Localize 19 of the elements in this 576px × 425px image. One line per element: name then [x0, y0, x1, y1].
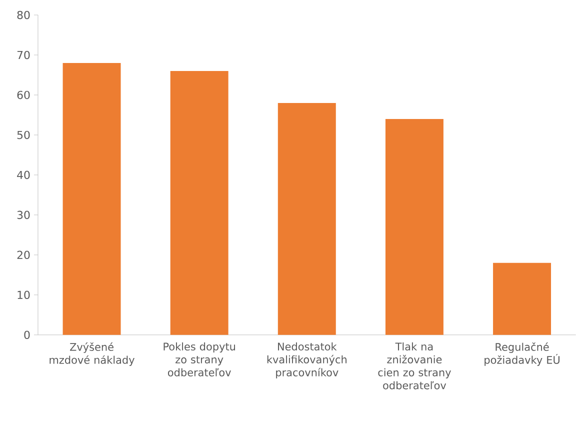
y-tick-label: 20	[17, 250, 30, 260]
y-tick-label: 40	[17, 170, 30, 180]
x-tick-label: Tlak na znižovanie cien zo strany odberateľov	[378, 342, 451, 390]
x-tick-label: Pokles dopytu zo strany odberateľov	[164, 342, 235, 376]
bar	[385, 119, 444, 335]
y-tick-label: 10	[18, 290, 30, 300]
y-tick-label: 70	[17, 50, 30, 60]
x-tick-label: Regulačné požiadavky EÚ	[484, 342, 560, 366]
y-tick-label: 30	[17, 210, 30, 220]
y-tick-label: 80	[17, 10, 30, 20]
bar	[493, 262, 552, 335]
y-tick-label: 60	[17, 90, 30, 100]
bar	[62, 63, 121, 335]
y-tick-label: 50	[17, 130, 30, 140]
bar	[278, 103, 336, 335]
y-tick-label: 0	[24, 330, 30, 340]
x-tick-label: Zvýšené mzdové náklady	[50, 342, 134, 366]
x-tick-label: Nedostatok kvalifikovaných pracovníkov	[267, 342, 346, 378]
bar	[170, 71, 228, 335]
